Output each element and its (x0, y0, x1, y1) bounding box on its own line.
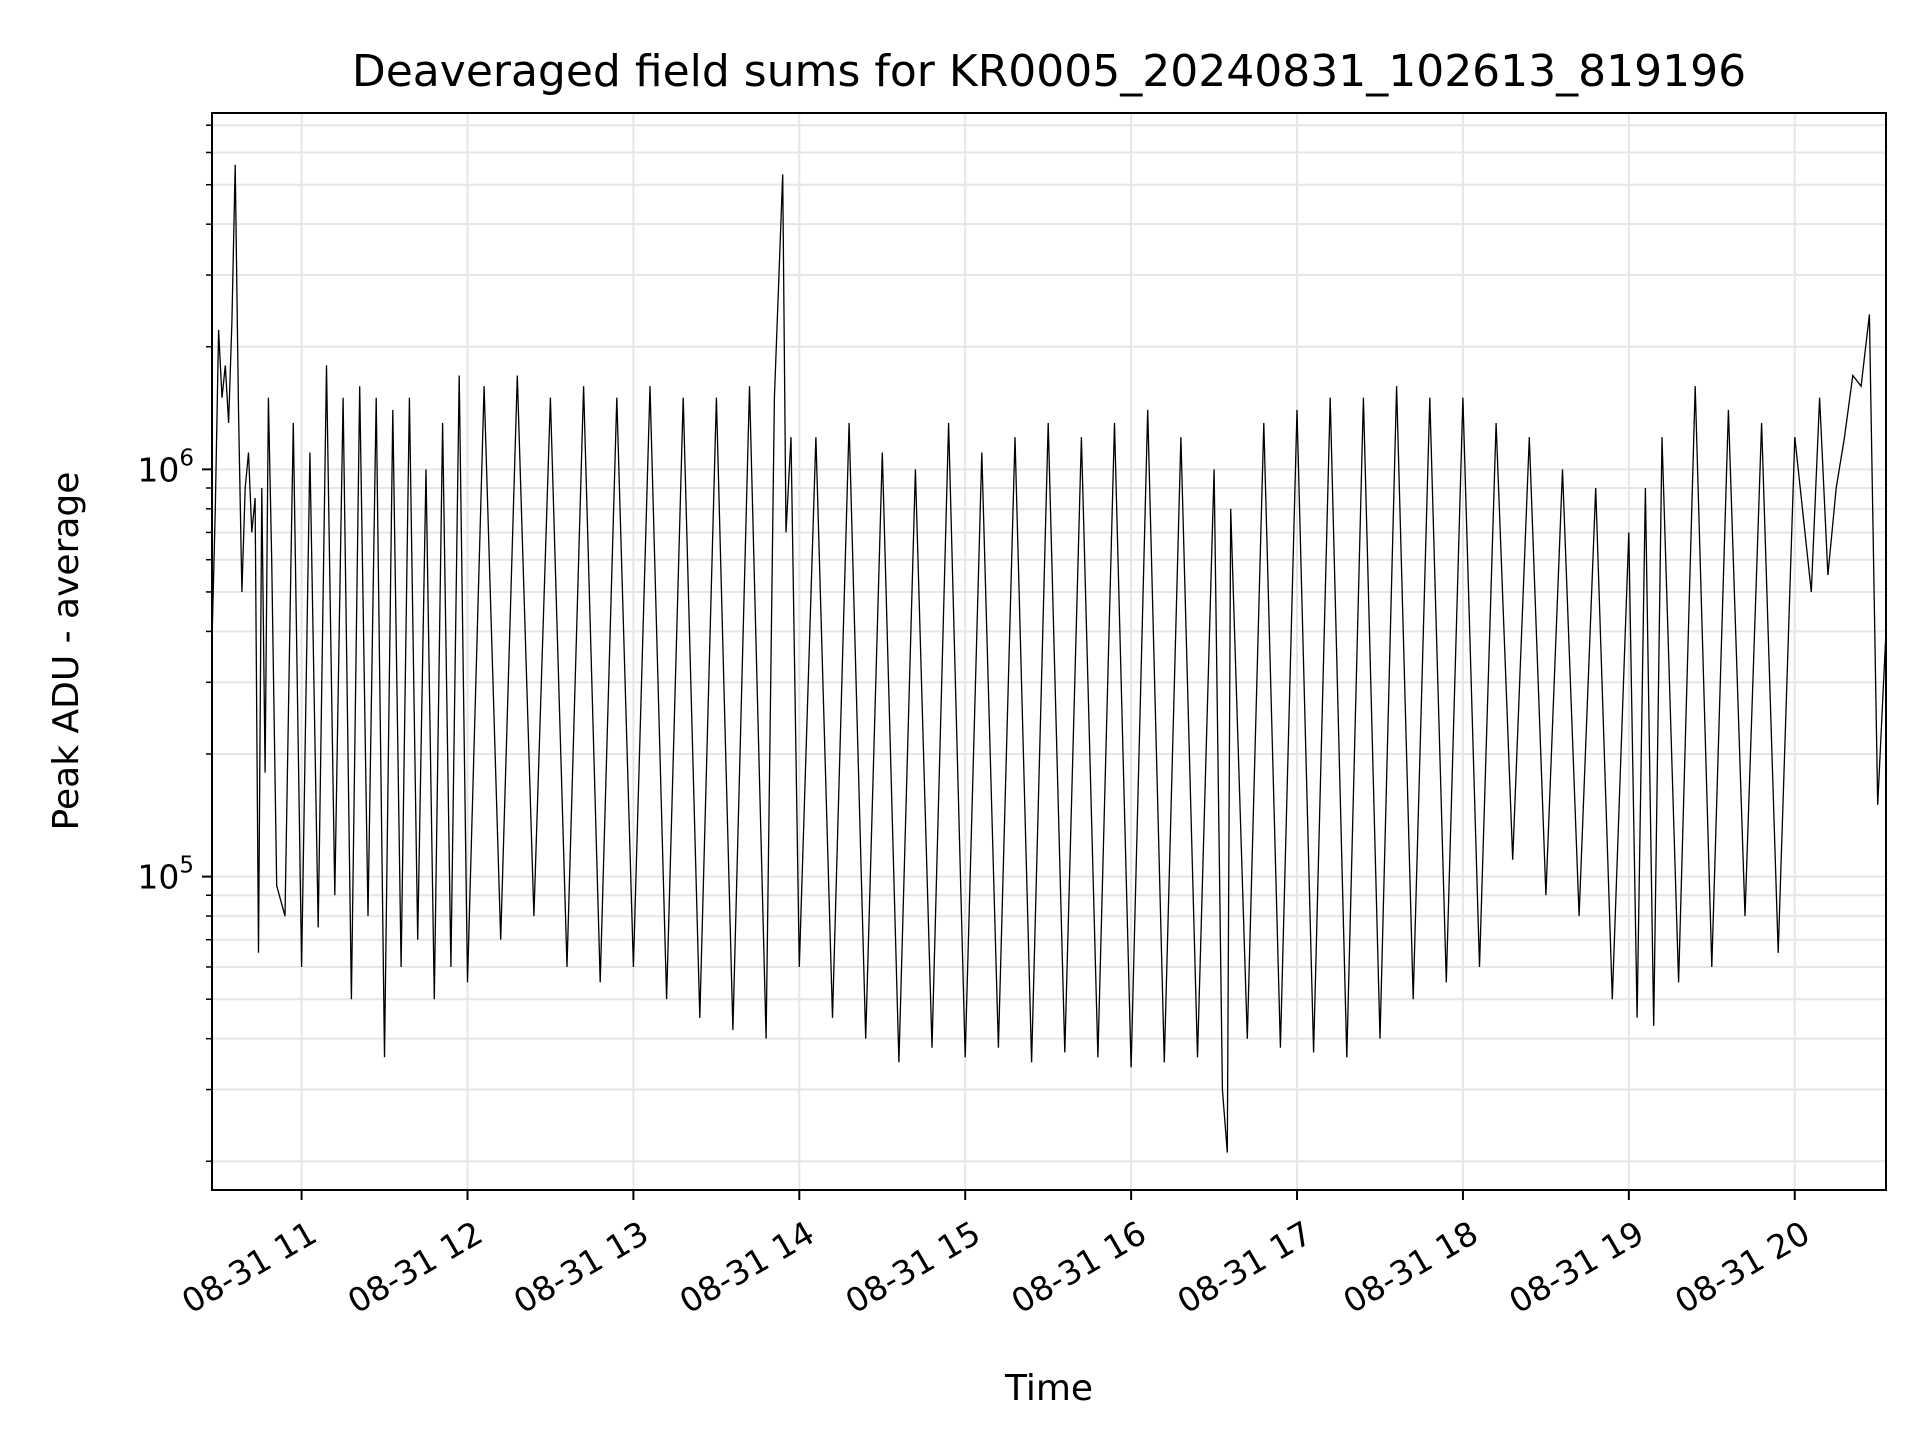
data-series-line (212, 164, 1886, 1153)
y-axis-label: Peak ADU - average (46, 472, 87, 831)
plot-area (212, 164, 1886, 1153)
y-tick-label: 105 (137, 853, 194, 897)
x-axis-label: Time (1004, 1368, 1093, 1409)
grid (212, 113, 1886, 1190)
plot-frame (211, 112, 1887, 1191)
y-tick-label: 106 (137, 445, 194, 489)
chart-title: Deaveraged field sums for KR0005_2024083… (352, 46, 1746, 97)
